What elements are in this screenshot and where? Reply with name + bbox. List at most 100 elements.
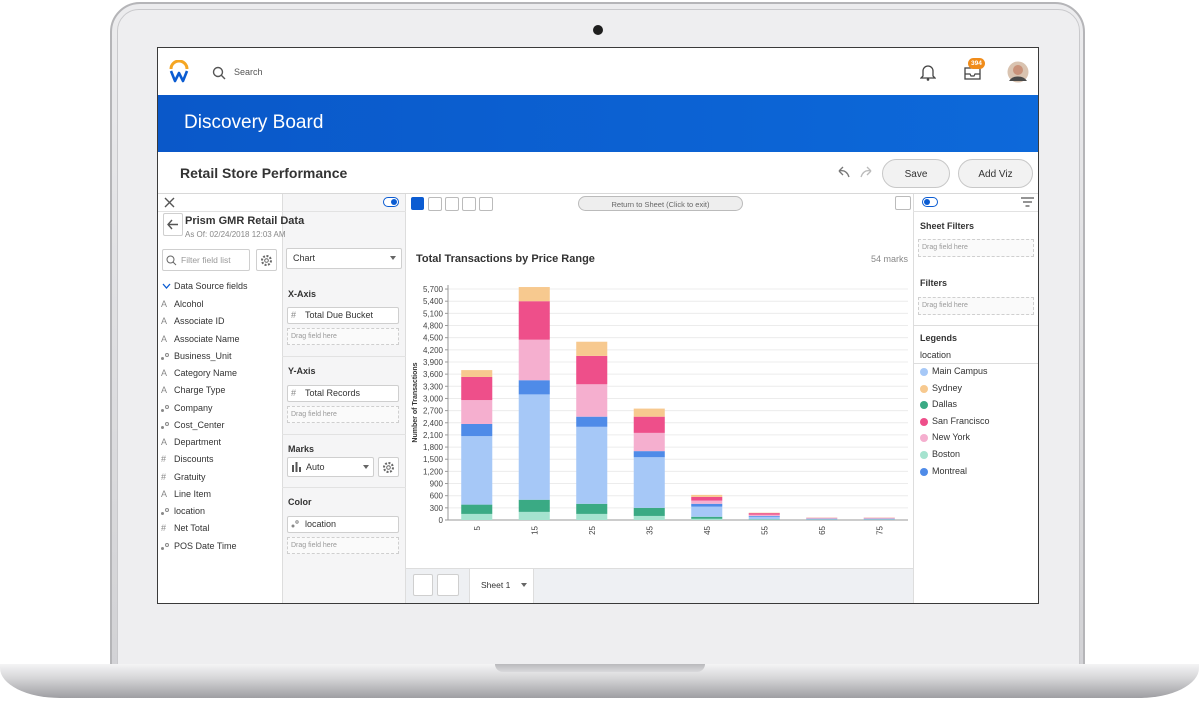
zoom-in[interactable] [462,197,476,211]
select-tool[interactable] [411,197,424,210]
legend-swatch [920,467,928,476]
divider [282,356,406,357]
return-button[interactable]: Return to Sheet (Click to exit) [578,196,743,211]
field-icon: A [161,333,168,344]
bar-segment [576,426,608,504]
bar-segment [748,514,780,516]
y-tick-label: 3,600 [423,370,444,379]
field-icon: A [161,385,168,396]
bar-segment [518,380,550,395]
field-icon [161,425,164,429]
y-field-name: Total Records [305,388,361,398]
bar-segment [691,503,723,507]
field-icon: # [161,454,167,465]
add-sheet[interactable] [413,574,433,596]
marks-dropdown[interactable] [287,457,374,477]
x-tick-label: 5 [473,525,482,530]
sheet-filter-drop[interactable]: Drag field here [918,239,1034,257]
bar-segment [633,416,665,433]
y-field-icon: # [291,388,297,398]
y-tick-label: 1,500 [423,455,444,464]
field-icon [161,356,164,360]
x-drop-zone[interactable]: Drag field here [287,328,399,345]
legend-label[interactable]: Montreal [932,465,968,476]
bar-segment [461,504,493,514]
search-input[interactable]: Search [234,67,263,77]
bar-segment [691,494,723,497]
chart: Total Transactions by Price Range 54 mark… [412,253,908,535]
y-tick-label: 2,100 [423,431,444,440]
field-icon [165,508,169,512]
bar-segment [576,355,608,385]
back-button[interactable] [163,213,183,236]
filter-input[interactable] [162,249,250,271]
chart-dropdown[interactable] [286,248,402,269]
legend-swatch [920,368,928,376]
bar-segment [691,496,723,501]
tools-icon[interactable] [163,196,176,209]
x-field-name: Total Due Bucket [305,310,374,320]
bar-segment [576,416,608,427]
x-tick-label: 75 [875,525,884,534]
y-tick-label: 4,800 [423,322,444,331]
filter-drop[interactable]: Drag field here [918,297,1034,315]
search-icon[interactable] [212,66,226,80]
color-field[interactable] [287,516,399,533]
filters-title: Filters [920,278,948,288]
divider [282,487,406,488]
color-drop-zone[interactable]: Drag field here [287,537,399,554]
legend-label[interactable]: Boston [932,449,961,459]
y-tick-label: 300 [430,504,444,513]
undo-redo[interactable] [835,166,875,180]
dropdown-caret [363,465,369,469]
save-button[interactable]: Save [882,159,950,188]
more-menu[interactable] [895,196,911,210]
field-name: Cost_Center [174,419,225,430]
marks-settings[interactable] [378,457,399,477]
field-icon [161,546,164,550]
toggle[interactable] [383,197,399,207]
bar-segment [518,287,550,302]
y-axis-title: Number of Transactions [412,362,419,442]
chevron[interactable] [162,282,171,290]
y-drop-zone[interactable]: Drag field here [287,406,399,423]
x-field[interactable] [287,307,399,324]
legend-label[interactable]: San Francisco [932,415,990,426]
field-icon: A [161,299,168,309]
bar-segment [691,516,723,519]
field-icon [161,408,164,412]
legend-label[interactable]: Main Campus [932,366,988,376]
sheet-list[interactable] [437,574,459,596]
banner [158,95,1038,152]
field-name: Company [174,402,213,413]
y-axis-label: Y-Axis [288,366,316,376]
legend-label[interactable]: Dallas [932,399,958,410]
zoom-out[interactable] [479,197,493,211]
legend-label[interactable]: Sydney [932,382,963,393]
pan-tool[interactable] [445,197,459,211]
zoom-tool[interactable] [428,197,442,211]
avatar[interactable] [1007,61,1029,83]
y-tick-label: 5,700 [423,285,444,294]
y-tick-label: 4,200 [423,346,444,355]
sheet-name: Sheet 1 [481,580,511,590]
logo[interactable] [168,60,190,84]
chart-type: Chart [293,253,316,263]
bar-segment [576,513,608,520]
field-name: Associate Name [174,333,240,344]
sheet-tab[interactable] [469,569,534,603]
filter-icon[interactable] [1021,197,1034,207]
y-tick-label: 0 [439,516,444,525]
bell-icon[interactable] [920,63,936,81]
x-tick-label: 35 [645,525,654,534]
y-tick-label: 900 [430,480,444,489]
toggle[interactable] [922,197,938,207]
bar-segment [633,451,665,458]
settings-button[interactable] [256,249,277,271]
add-viz-button[interactable]: Add Viz [958,159,1033,188]
y-field[interactable] [287,385,399,402]
gear-icon [383,462,394,473]
bar-segment [576,384,608,417]
legend-label[interactable]: New York [932,432,971,443]
